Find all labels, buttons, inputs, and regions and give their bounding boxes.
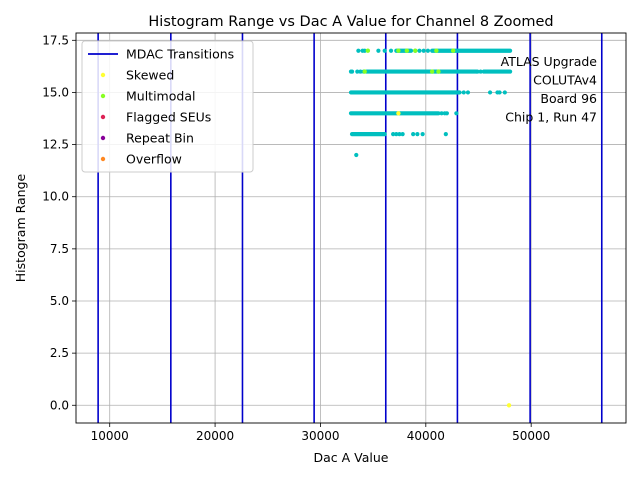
flagged-point xyxy=(396,111,401,116)
x-tick-label: 10000 xyxy=(91,429,129,443)
data-point xyxy=(439,111,444,116)
data-point xyxy=(382,48,387,53)
legend: MDAC Transitions Skewed Multimodal Flagged … xyxy=(81,40,254,173)
data-point xyxy=(358,69,363,74)
data-point xyxy=(349,69,355,74)
data-point xyxy=(356,48,361,53)
annotation-line: Board 96 xyxy=(540,91,597,106)
data-point xyxy=(394,132,399,137)
x-axis-label: Dac A Value xyxy=(314,450,389,465)
data-point xyxy=(400,132,405,137)
data-point xyxy=(478,69,483,74)
legend-dot-swatch xyxy=(100,72,106,78)
legend-box xyxy=(81,40,254,173)
data-point xyxy=(415,132,420,137)
data-point xyxy=(397,132,402,137)
legend-label: Multimodal xyxy=(126,89,195,104)
data-point xyxy=(417,48,422,53)
data-point xyxy=(421,48,426,53)
flagged-point xyxy=(451,48,456,53)
data-point xyxy=(425,48,431,53)
data-point xyxy=(391,132,396,137)
flagged-point xyxy=(365,48,371,53)
flagged-point xyxy=(404,48,410,53)
chart-title: Histogram Range vs Dac A Value for Chann… xyxy=(148,14,553,30)
legend-label: Flagged SEUs xyxy=(126,110,211,125)
x-tick-label: 50000 xyxy=(512,429,550,443)
y-axis-label: Histogram Range xyxy=(13,173,28,282)
x-tick-label: 20000 xyxy=(196,429,234,443)
annotation-line: ATLAS Upgrade xyxy=(501,54,598,69)
y-tick-label: 12.5 xyxy=(42,138,69,152)
flagged-point xyxy=(434,48,439,53)
legend-label: Skewed xyxy=(126,68,174,83)
legend-label: MDAC Transitions xyxy=(126,47,234,62)
data-point xyxy=(461,90,466,95)
annotation-line: COLUTAv4 xyxy=(533,73,597,88)
flagged-point xyxy=(413,48,418,53)
legend-dot-swatch xyxy=(100,93,106,99)
y-tick-label: 10.0 xyxy=(42,190,69,204)
legend-label: Repeat Bin xyxy=(126,131,194,146)
data-points xyxy=(348,48,513,408)
data-point xyxy=(355,69,360,74)
run-annotation: ATLAS Upgrade COLUTAv4 Board 96 Chip 1, Run… xyxy=(501,54,598,125)
x-tick-label: 30000 xyxy=(301,429,339,443)
axes: 10000 20000 30000 40000 50000 0.0 2.5 5.0 7.5 10.… xyxy=(42,32,627,443)
legend-dot-swatch xyxy=(100,135,106,141)
data-point xyxy=(487,90,493,95)
flagged-point xyxy=(429,69,435,74)
data-point xyxy=(475,69,480,74)
data-point xyxy=(497,90,502,95)
data-point xyxy=(362,48,367,53)
data-point xyxy=(388,48,394,53)
data-point xyxy=(454,111,459,116)
data-point xyxy=(444,111,449,116)
data-point xyxy=(465,90,471,95)
data-point xyxy=(502,90,507,95)
flagged-point xyxy=(436,69,441,74)
legend-dot-swatch xyxy=(100,114,106,120)
y-tick-label: 5.0 xyxy=(50,294,69,308)
y-tick-label: 2.5 xyxy=(50,346,69,360)
flagged-point xyxy=(506,403,512,408)
data-point xyxy=(354,152,359,158)
data-point xyxy=(376,48,381,53)
y-tick-label: 15.0 xyxy=(42,85,69,99)
data-point xyxy=(443,132,448,137)
legend-label: Overflow xyxy=(126,152,182,167)
y-tick-label: 0.0 xyxy=(50,398,69,412)
y-tick-label: 17.5 xyxy=(42,33,69,47)
y-tick-label: 7.5 xyxy=(50,242,69,256)
flagged-point xyxy=(396,48,401,53)
legend-dot-swatch xyxy=(100,156,106,162)
data-point xyxy=(420,132,425,137)
flagged-point xyxy=(362,69,367,74)
plot-frame xyxy=(75,32,627,424)
data-point xyxy=(411,132,416,137)
annotation-line: Chip 1, Run 47 xyxy=(505,110,597,125)
x-tick-label: 40000 xyxy=(407,429,445,443)
